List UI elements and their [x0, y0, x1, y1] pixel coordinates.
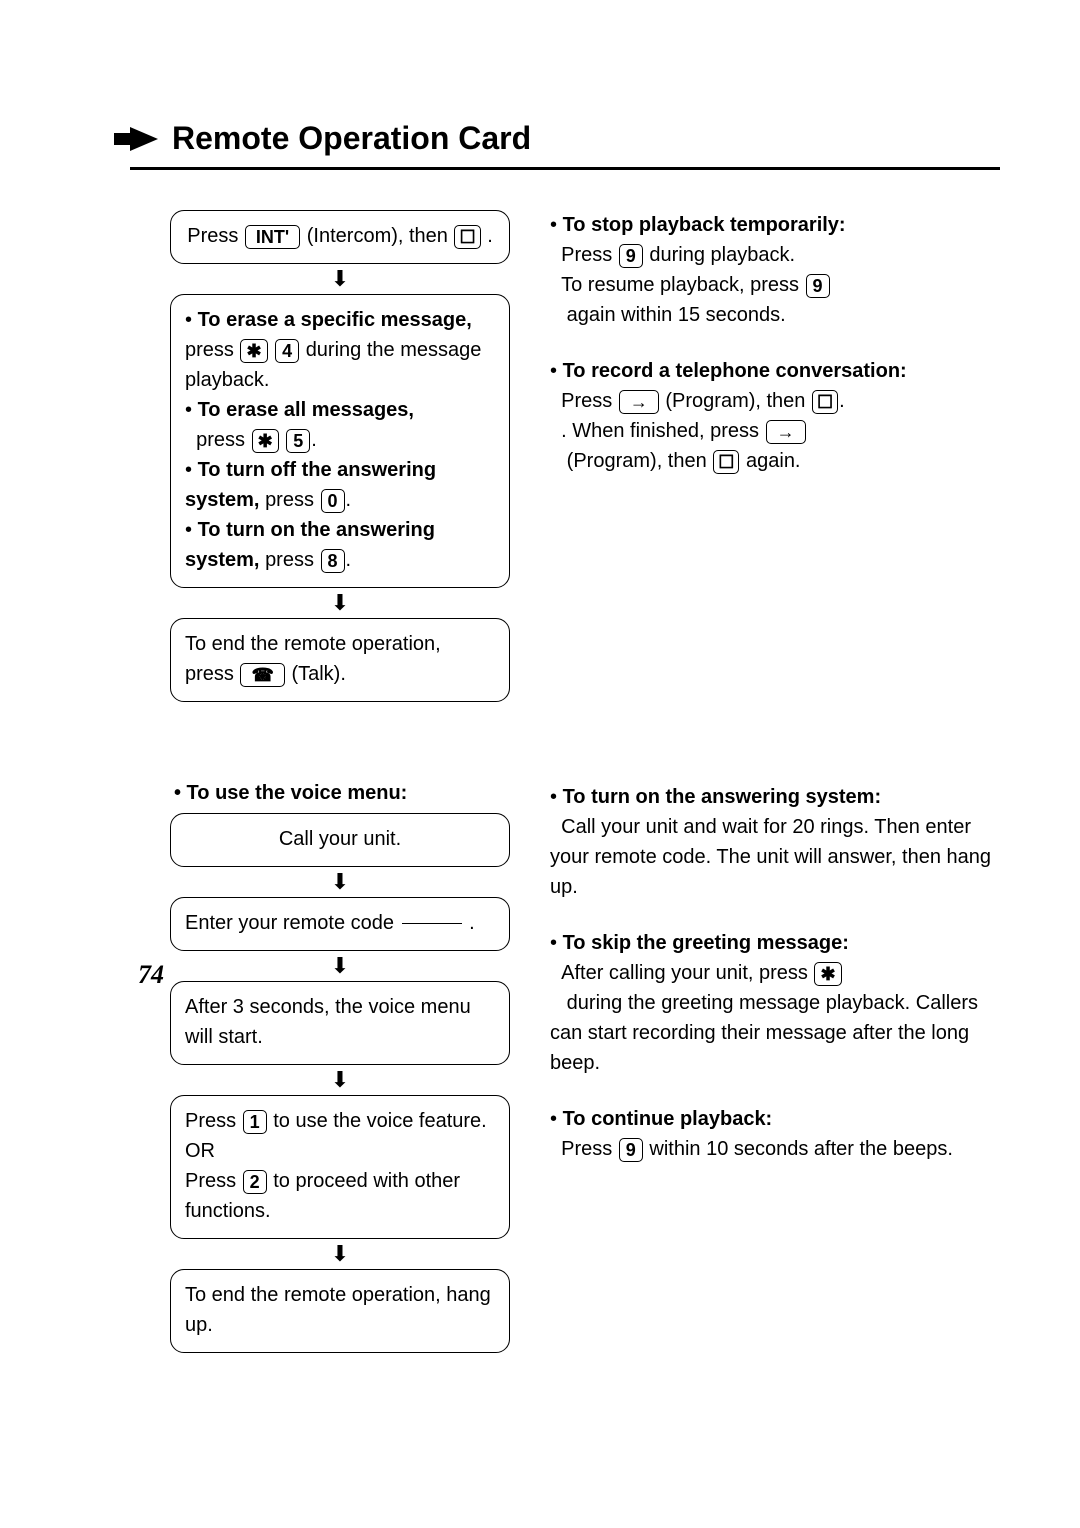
zero-key-icon: 0	[321, 489, 345, 513]
phone-key-icon: ☐	[812, 390, 838, 414]
text: to use the voice feature.	[273, 1110, 486, 1132]
bold-text: To turn on the answering system:	[563, 786, 882, 808]
text: To resume playback, press	[561, 274, 804, 296]
text: Press	[561, 1138, 618, 1160]
program-key-icon: →	[766, 420, 806, 444]
bold-text: To record a telephone conversation:	[563, 360, 907, 382]
text: press	[196, 429, 250, 451]
note-block: • To continue playback: Press 9 within 1…	[550, 1104, 1000, 1164]
text: (Intercom), then	[307, 225, 454, 247]
bullet-item: • To turn off the answering system, pres…	[185, 455, 495, 515]
note-block: • To stop playback temporarily: Press 9 …	[550, 210, 1000, 330]
star-key-icon: ✱	[252, 429, 279, 453]
text: .	[469, 912, 475, 934]
nine-key-icon: 9	[619, 244, 643, 268]
text: within 10 seconds after the beeps.	[649, 1138, 953, 1160]
text: Press	[561, 244, 618, 266]
text: To end the remote operation, hang up.	[185, 1284, 491, 1336]
text: After calling your unit, press	[561, 962, 813, 984]
text: Call your unit and wait for 20 rings. Th…	[550, 816, 991, 898]
bold-text: To continue playback:	[563, 1108, 773, 1130]
four-key-icon: 4	[275, 339, 299, 363]
step-box: To end the remote operation, hang up.	[170, 1269, 510, 1353]
page-content: Remote Operation Card Press INT' (Interc…	[0, 0, 1080, 1393]
text: during the greeting message playback. Ca…	[550, 992, 978, 1074]
text: during playback.	[649, 244, 795, 266]
subheading: • To use the voice menu:	[174, 782, 510, 805]
text: press	[185, 339, 239, 361]
star-key-icon: ✱	[240, 339, 267, 363]
top-left-column: Press INT' (Intercom), then ☐ . ⬇ • To e…	[170, 210, 510, 702]
text: press	[265, 489, 319, 511]
down-arrow-icon: ⬇	[170, 1069, 510, 1091]
nine-key-icon: 9	[619, 1138, 643, 1162]
nine-key-icon: 9	[806, 274, 830, 298]
step-box: After 3 seconds, the voice menu will sta…	[170, 981, 510, 1065]
bold-text: To erase a specific message,	[198, 309, 472, 331]
five-key-icon: 5	[286, 429, 310, 453]
text: OR	[185, 1140, 215, 1162]
bottom-columns: • To use the voice menu: Call your unit.…	[130, 782, 1000, 1353]
top-columns: Press INT' (Intercom), then ☐ . ⬇ • To e…	[130, 210, 1000, 702]
step-box: Call your unit.	[170, 813, 510, 867]
note-block: • To turn on the answering system: Call …	[550, 782, 1000, 902]
blank-line-icon	[402, 923, 462, 924]
arrow-icon	[130, 127, 158, 151]
phone-key-icon: ☐	[713, 450, 739, 474]
text: (Program), then	[665, 390, 811, 412]
text: Enter your remote code	[185, 912, 400, 934]
text: Press	[187, 225, 244, 247]
title-rule	[130, 167, 1000, 170]
text: (Program), then	[561, 450, 712, 472]
text: Press	[185, 1110, 242, 1132]
text: After 3 seconds, the voice menu will sta…	[185, 996, 471, 1048]
text: Call your unit.	[279, 828, 401, 850]
bold-text: To erase all messages,	[198, 399, 414, 421]
int-key-icon: INT'	[245, 225, 300, 249]
talk-key-icon: ☎	[240, 663, 284, 687]
step-box: Enter your remote code .	[170, 897, 510, 951]
down-arrow-icon: ⬇	[170, 1243, 510, 1265]
bold-text: To skip the greeting message:	[563, 932, 849, 954]
page-title: Remote Operation Card	[172, 120, 531, 157]
bullet-item: • To erase all messages, press ✱ 5.	[185, 395, 495, 455]
step-box: Press INT' (Intercom), then ☐ .	[170, 210, 510, 264]
text: Press	[561, 390, 618, 412]
down-arrow-icon: ⬇	[170, 592, 510, 614]
page-number: 74	[138, 960, 164, 990]
step-box: Press 1 to use the voice feature. OR Pre…	[170, 1095, 510, 1239]
step-box: To end the remote operation, press ☎ (Ta…	[170, 618, 510, 702]
phone-key-icon: ☐	[454, 225, 480, 249]
down-arrow-icon: ⬇	[170, 268, 510, 290]
text: again.	[746, 450, 801, 472]
bold-text: To stop playback temporarily:	[563, 214, 846, 236]
title-row: Remote Operation Card	[130, 120, 1000, 157]
bullet-item: • To turn on the answering system, press…	[185, 515, 495, 575]
text: Press	[185, 1170, 242, 1192]
note-block: • To skip the greeting message: After ca…	[550, 928, 1000, 1078]
text: press	[265, 549, 319, 571]
star-key-icon: ✱	[814, 962, 841, 986]
note-block: • To record a telephone conversation: Pr…	[550, 356, 1000, 476]
down-arrow-icon: ⬇	[170, 955, 510, 977]
one-key-icon: 1	[243, 1110, 267, 1134]
top-right-column: • To stop playback temporarily: Press 9 …	[550, 210, 1000, 702]
bottom-left-column: • To use the voice menu: Call your unit.…	[170, 782, 510, 1353]
bottom-right-column: • To turn on the answering system: Call …	[550, 782, 1000, 1353]
text: again within 15 seconds.	[561, 304, 786, 326]
text: . When finished, press	[561, 420, 764, 442]
text: (Talk).	[291, 663, 345, 685]
bullet-item: • To erase a specific message, press ✱ 4…	[185, 305, 495, 395]
eight-key-icon: 8	[321, 549, 345, 573]
step-box: • To erase a specific message, press ✱ 4…	[170, 294, 510, 588]
down-arrow-icon: ⬇	[170, 871, 510, 893]
text: .	[487, 225, 493, 247]
program-key-icon: →	[619, 390, 659, 414]
two-key-icon: 2	[243, 1170, 267, 1194]
